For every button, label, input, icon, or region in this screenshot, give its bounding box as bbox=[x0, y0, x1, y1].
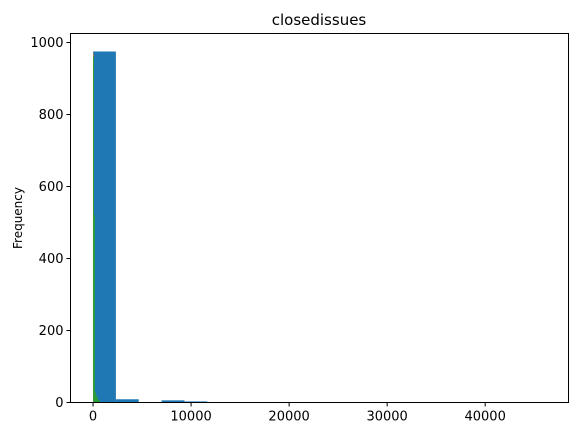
histogram-bar bbox=[97, 398, 99, 403]
x-axis: 0 10000 20000 30000 40000 bbox=[89, 402, 506, 425]
y-tick-label: 200 bbox=[39, 324, 64, 339]
histogram-bar bbox=[98, 399, 100, 403]
y-tick-label: 0 bbox=[55, 396, 63, 411]
x-tick-label: 40000 bbox=[464, 410, 505, 425]
histogram-bar bbox=[184, 401, 208, 403]
histogram-bars bbox=[93, 51, 550, 403]
histogram-bar bbox=[93, 51, 116, 403]
y-tick-label: 400 bbox=[39, 252, 64, 267]
x-tick-label: 20000 bbox=[268, 410, 309, 425]
y-tick-label: 1000 bbox=[30, 36, 63, 51]
plot-frame bbox=[70, 33, 569, 403]
y-tick-label: 800 bbox=[39, 108, 64, 123]
x-tick-label: 30000 bbox=[366, 410, 407, 425]
histogram-bar bbox=[99, 401, 101, 403]
y-axis: 0 200 400 600 800 1000 bbox=[30, 36, 71, 411]
y-tick-label: 600 bbox=[39, 180, 64, 195]
histogram-bar bbox=[115, 399, 139, 403]
y-axis-title: Frequency bbox=[11, 187, 25, 249]
chart-title: closedissues bbox=[272, 11, 367, 29]
histogram-bar bbox=[161, 400, 185, 403]
x-tick-label: 10000 bbox=[170, 410, 211, 425]
histogram-bar bbox=[94, 391, 96, 403]
histogram-bar bbox=[93, 215, 95, 403]
histogram-bar bbox=[96, 397, 98, 403]
x-tick-label: 0 bbox=[89, 410, 97, 425]
histogram-bar bbox=[93, 56, 94, 403]
histogram-bar bbox=[95, 394, 97, 403]
